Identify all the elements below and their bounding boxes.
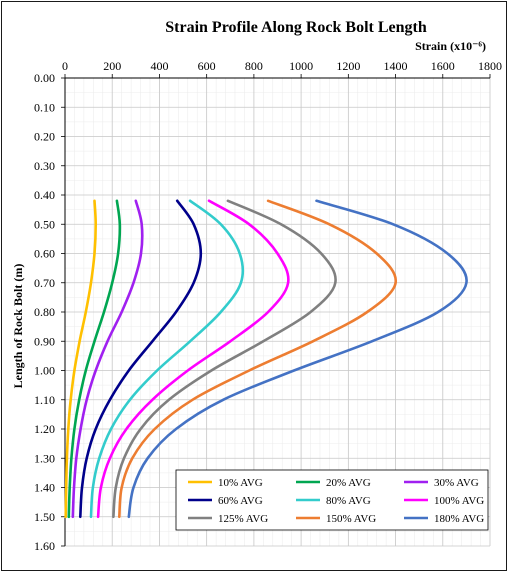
y-tick-label: 0.10: [34, 100, 55, 114]
legend-label: 20% AVG: [326, 477, 371, 489]
legend-box: [175, 469, 489, 531]
legend-label: 10% AVG: [218, 477, 263, 489]
x-tick-label: 1800: [478, 59, 502, 73]
x-tick-label: 200: [103, 59, 121, 73]
series-line-60-avg: [79, 199, 203, 519]
legend-label: 60% AVG: [218, 495, 263, 507]
x-tick-label: 400: [150, 59, 168, 73]
x-tick-label: 800: [245, 59, 263, 73]
x-axis-title: Strain (x10⁻⁶): [415, 39, 486, 53]
y-tick-label: 0.70: [34, 276, 55, 290]
series-lines: [64, 199, 468, 519]
series-line-180-avg: [127, 199, 468, 519]
x-tick-label: 1200: [336, 59, 360, 73]
y-tick-label: 0.50: [34, 217, 55, 231]
legend: 10% AVG 20% AVG 30% AVG 60% AVG 80% AVG 100% …: [175, 469, 489, 531]
legend-label: 30% AVG: [434, 477, 479, 489]
axes: 0 200 400 600 800 1000 1200 1400 1600 1800 0.00 0.1…: [34, 59, 502, 553]
x-tick-label: 0: [62, 59, 68, 73]
legend-label: 80% AVG: [326, 495, 371, 507]
y-tick-label: 1.30: [34, 451, 55, 465]
y-tick-label: 0.00: [34, 71, 55, 85]
series-line-150-avg: [118, 199, 397, 519]
y-tick-label: 1.40: [34, 481, 55, 495]
series-line-100-avg: [96, 199, 290, 519]
y-tick-label: 1.10: [34, 393, 55, 407]
x-tick-label: 1600: [431, 59, 455, 73]
series-line-125-avg: [112, 199, 337, 519]
legend-label: 125% AVG: [218, 513, 268, 525]
y-axis-title: Length of Rock Bolt (m): [11, 264, 25, 389]
y-tick-label: 1.00: [34, 364, 55, 378]
y-tick-label: 1.50: [34, 510, 55, 524]
y-tick-label: 0.40: [34, 188, 55, 202]
y-tick-label: 0.80: [34, 305, 55, 319]
legend-label: 100% AVG: [434, 495, 484, 507]
x-tick-label: 1000: [289, 59, 313, 73]
y-tick-label: 0.20: [34, 130, 55, 144]
x-tick-label: 600: [198, 59, 216, 73]
y-tick-label: 1.20: [34, 422, 55, 436]
series-line-30-avg: [71, 199, 144, 519]
series-line-10-avg: [64, 199, 98, 519]
y-tick-label: 0.30: [34, 159, 55, 173]
x-tick-label: 1400: [384, 59, 408, 73]
chart-title: Strain Profile Along Rock Bolt Length: [165, 19, 427, 36]
series-line-20-avg: [67, 199, 122, 519]
legend-label: 150% AVG: [326, 513, 376, 525]
y-tick-label: 0.60: [34, 247, 55, 261]
legend-label: 180% AVG: [434, 513, 484, 525]
y-tick-label: 1.60: [34, 539, 55, 553]
y-tick-label: 0.90: [34, 334, 55, 348]
series-line-80-avg: [89, 199, 245, 519]
